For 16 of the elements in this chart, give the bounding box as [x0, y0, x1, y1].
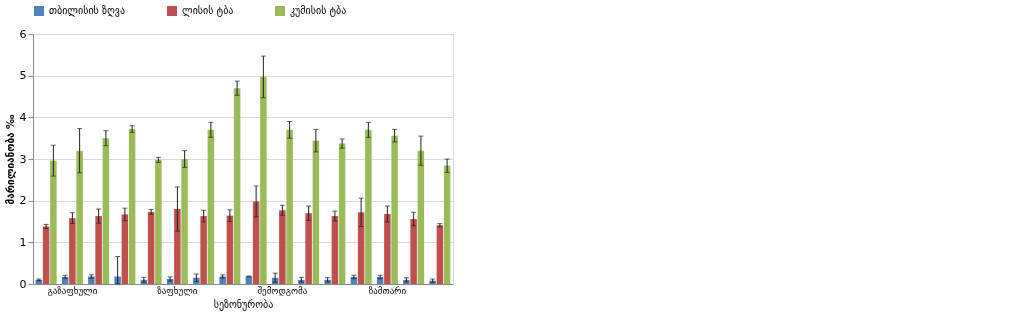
y-tick-label: 5 [19, 69, 27, 83]
x-tick-label: შემოდგომა [257, 285, 308, 296]
y-tick-label: 6 [19, 27, 27, 41]
x-tick-label: გაზაფხული [47, 285, 98, 296]
x-tick-label: ზაფხული [157, 285, 198, 296]
legend-label: თბილისის ზღვა [49, 5, 126, 17]
legend-label: კუმისის ტბა [290, 5, 347, 17]
y-tick-label: 2 [19, 194, 27, 208]
y-tick-label: 3 [19, 152, 27, 166]
x-axis-title: სეზონურობა [213, 298, 274, 311]
y-axis-title: მარილიანობა ‰ [4, 113, 16, 205]
y-tick-label: 4 [19, 110, 27, 124]
y-tick-label: 0 [19, 277, 27, 291]
legend-label: ლისის ტბა [182, 5, 234, 17]
y-tick-label: 1 [19, 235, 27, 249]
x-tick-label: ზამთარი [368, 285, 407, 296]
